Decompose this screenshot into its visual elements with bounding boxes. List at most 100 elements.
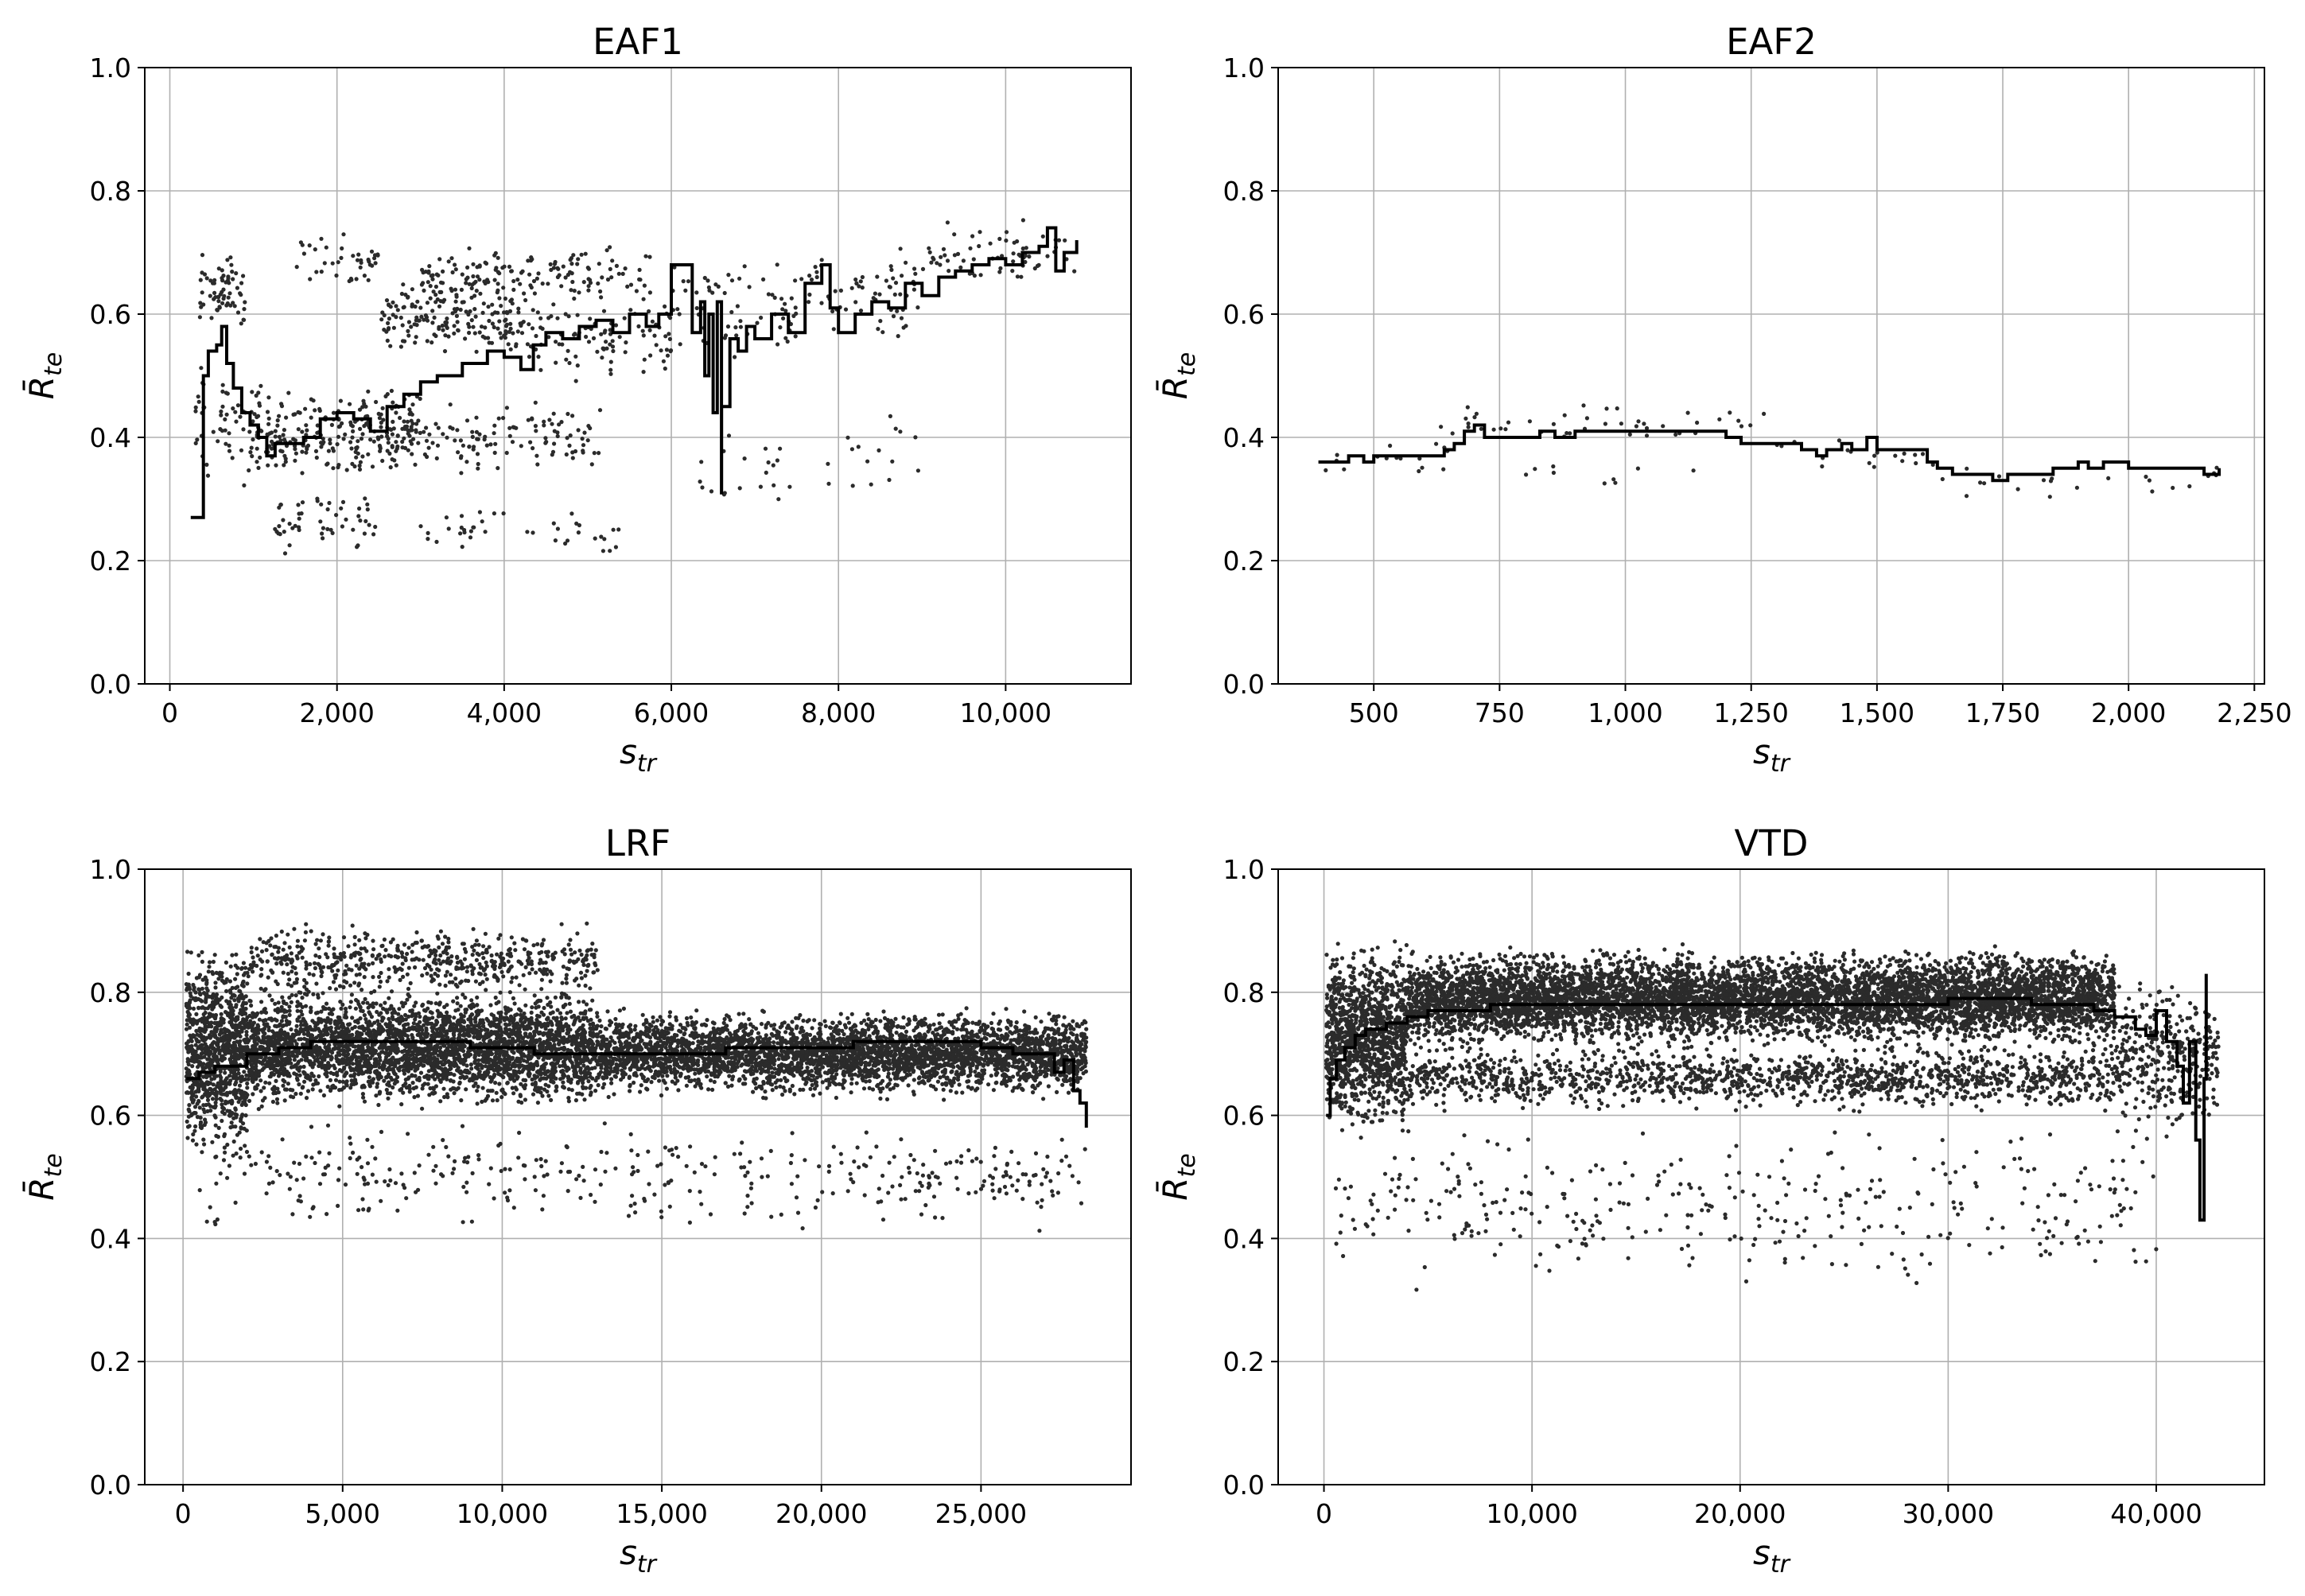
- scatter-point: [379, 1011, 383, 1015]
- scatter-point: [624, 340, 628, 345]
- scatter-point: [235, 403, 240, 408]
- scatter-point: [213, 1035, 218, 1039]
- scatter-point: [395, 308, 400, 313]
- scatter-point: [408, 410, 413, 415]
- scatter-point: [407, 994, 412, 999]
- x-tick-label: 6,000: [634, 697, 709, 728]
- scatter-point: [282, 551, 288, 556]
- scatter-point: [391, 300, 395, 305]
- scatter-point: [298, 240, 303, 245]
- scatter-point: [535, 462, 540, 467]
- scatter-point: [220, 404, 225, 409]
- scatter-point: [216, 299, 221, 304]
- scatter-point: [860, 285, 865, 290]
- scatter-point: [1527, 419, 1532, 424]
- scatter-point: [325, 507, 330, 512]
- scatter-point: [363, 496, 367, 501]
- scatter-point: [193, 1124, 198, 1129]
- scatter-point: [297, 410, 302, 415]
- scatter-point: [622, 316, 627, 320]
- scatter-point: [602, 537, 607, 542]
- scatter-point: [552, 429, 557, 433]
- scatter-point: [927, 250, 932, 254]
- scatter-point: [550, 421, 554, 426]
- scatter-point: [426, 269, 431, 274]
- scatter-point: [239, 1126, 243, 1131]
- scatter-point: [698, 480, 702, 484]
- scatter-point: [776, 497, 781, 502]
- scatter-point: [319, 441, 324, 445]
- scatter-point: [234, 1003, 239, 1008]
- scatter-point: [565, 436, 569, 441]
- scatter-point: [1685, 410, 1690, 415]
- scatter-point: [1056, 238, 1062, 243]
- scatter-point: [309, 1010, 313, 1015]
- scatter-point: [566, 348, 570, 353]
- scatter-point: [196, 975, 201, 980]
- scatter-point: [319, 502, 324, 507]
- scatter-point: [209, 316, 214, 320]
- scatter-point: [418, 1014, 422, 1019]
- scatter-point: [212, 278, 217, 282]
- scatter-point: [204, 981, 209, 986]
- scatter-point: [319, 270, 324, 274]
- scatter-point: [571, 253, 576, 258]
- scatter-point: [1872, 464, 1876, 469]
- scatter-point: [569, 256, 574, 261]
- scatter-point: [313, 247, 317, 252]
- scatter-point: [600, 355, 604, 360]
- scatter-point: [216, 1125, 221, 1130]
- scatter-point: [474, 349, 479, 354]
- scatter-point: [363, 518, 368, 524]
- scatter-point: [194, 1094, 199, 1099]
- scatter-point: [496, 416, 501, 421]
- scatter-point: [570, 279, 575, 285]
- chart-panel-eaf2: 500 750 1,000 1,250 1,500 1,750 2,000 2,2500.00…: [1154, 21, 2291, 778]
- scatter-point: [394, 304, 398, 309]
- scatter-point: [1615, 406, 1619, 411]
- scatter-point: [341, 1085, 346, 1090]
- scatter-point: [239, 1020, 244, 1025]
- scatter-point: [1613, 480, 1618, 485]
- scatter-point: [219, 413, 224, 417]
- scatter-point: [409, 324, 414, 329]
- scatter-point: [2144, 474, 2148, 480]
- scatter-point: [187, 1025, 192, 1030]
- scatter-point: [198, 278, 203, 282]
- scatter-point: [214, 1097, 219, 1101]
- scatter-point: [236, 1056, 241, 1061]
- scatter-point: [331, 410, 336, 415]
- scatter-point: [507, 1019, 512, 1023]
- scatter-point: [426, 280, 430, 285]
- scatter-point: [227, 1058, 233, 1062]
- scatter-point: [331, 449, 336, 453]
- scatter-point: [388, 344, 393, 348]
- scatter-point: [414, 335, 418, 340]
- scatter-point: [391, 426, 396, 431]
- scatter-point: [215, 308, 220, 313]
- scatter-point: [559, 420, 564, 425]
- scatter-point: [199, 1080, 204, 1085]
- scatter-point: [243, 1006, 248, 1012]
- scatter-point: [611, 348, 616, 354]
- scatter-point: [185, 1090, 190, 1095]
- scatter-point: [195, 437, 200, 442]
- scatter-point: [328, 437, 332, 442]
- scatter-point: [313, 1027, 317, 1032]
- scatter-point: [258, 383, 263, 388]
- scatter-point: [321, 1093, 326, 1098]
- scatter-point: [470, 429, 475, 434]
- scatter-point: [548, 262, 553, 266]
- scatter-point: [239, 281, 244, 285]
- scatter-point: [366, 278, 371, 282]
- scatter-point: [186, 1107, 191, 1112]
- scatter-point: [350, 424, 355, 429]
- scatter-point: [194, 1028, 199, 1033]
- scatter-point: [253, 1041, 258, 1047]
- scatter-point: [270, 998, 274, 1003]
- scatter-point: [426, 445, 431, 450]
- scatter-point: [952, 253, 957, 258]
- scatter-point: [705, 278, 710, 283]
- scatter-point: [567, 1001, 572, 1006]
- scatter-point: [225, 278, 231, 283]
